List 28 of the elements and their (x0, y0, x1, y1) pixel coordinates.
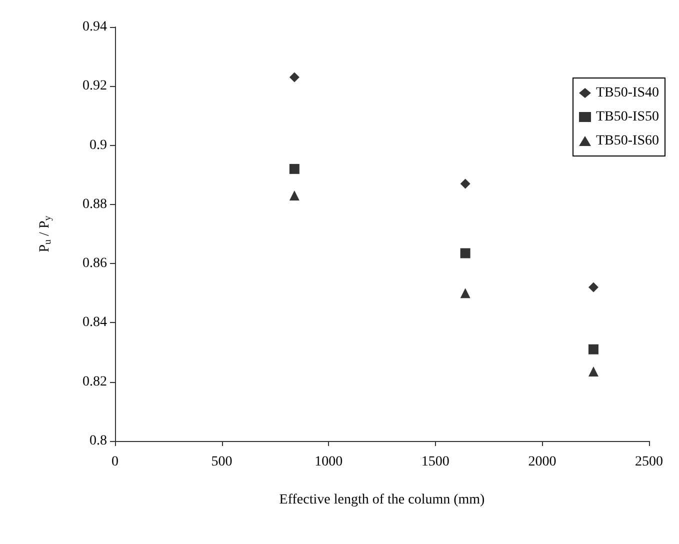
y-tick-label: 0.8 (90, 434, 107, 448)
x-axis-title: Effective length of the column (mm) (279, 492, 486, 508)
x-tick-label: 1000 (314, 454, 343, 470)
x-tick-label: 0 (112, 454, 118, 470)
y-tick-label: 0.94 (82, 20, 107, 34)
y-tick-label: 0.9 (90, 138, 107, 153)
x-tick-label: 500 (211, 454, 232, 470)
x-tick-label: 2500 (635, 454, 663, 470)
point (460, 178, 470, 189)
point (289, 72, 300, 82)
point (588, 282, 598, 292)
x-tick-label: 1500 (421, 454, 450, 470)
point (289, 164, 300, 174)
point (588, 344, 598, 354)
y-tick-label: 0.84 (82, 315, 107, 330)
point (460, 288, 470, 298)
point (588, 366, 598, 377)
y-tick-label: 0.88 (82, 196, 107, 212)
y-axis-title: Pu / Py (38, 216, 54, 252)
point (289, 190, 300, 201)
point (460, 248, 470, 258)
x-tick-label: 2000 (528, 454, 556, 470)
y-tick-label: 0.86 (82, 256, 107, 272)
legend-label: TB50-IS60 (596, 134, 659, 148)
legend-label: TB50-IS40 (596, 86, 659, 100)
y-tick-label: 0.82 (82, 374, 107, 390)
y-tick-label: 0.92 (82, 78, 107, 94)
legend-label: TB50-IS50 (596, 110, 659, 124)
